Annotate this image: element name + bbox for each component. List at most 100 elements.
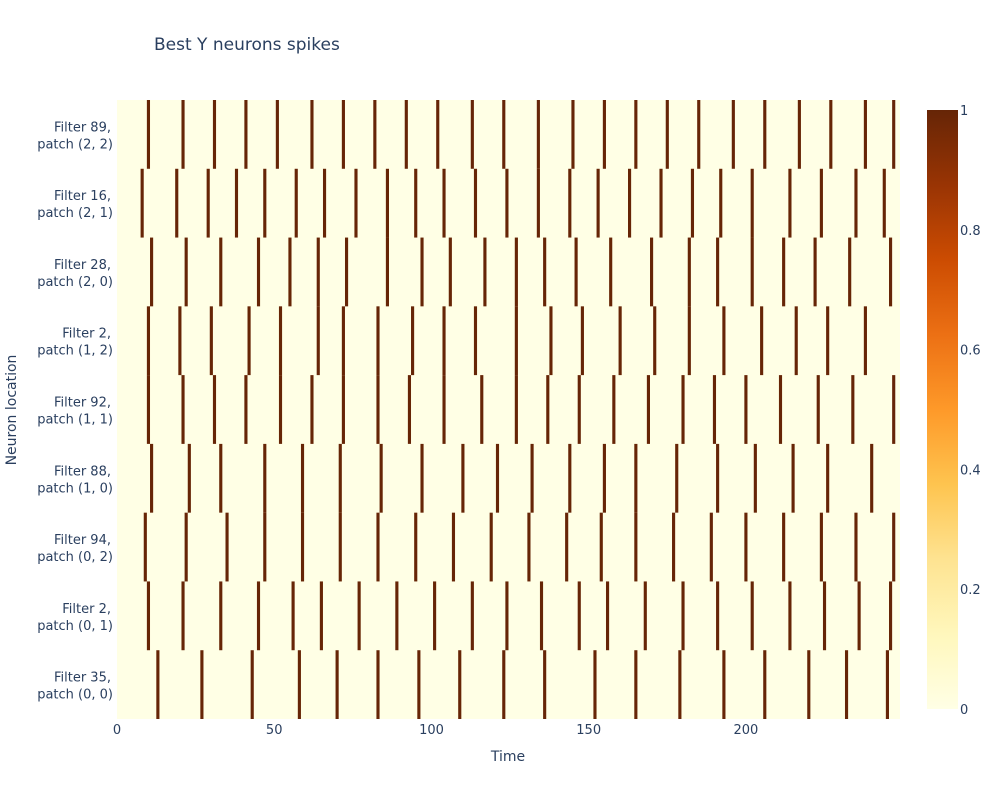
spike-mark xyxy=(480,375,484,444)
spike-mark xyxy=(634,443,638,513)
spike-mark xyxy=(722,306,726,376)
spike-mark xyxy=(753,443,757,513)
spike-mark xyxy=(244,375,248,444)
spike-mark xyxy=(807,650,811,719)
spike-mark xyxy=(256,581,261,651)
spike-mark xyxy=(436,100,440,169)
spike-mark xyxy=(536,100,540,169)
spike-mark xyxy=(543,237,547,307)
spike-mark xyxy=(659,168,663,238)
spike-mark xyxy=(892,512,896,582)
spike-mark xyxy=(690,168,695,238)
spike-mark xyxy=(605,581,610,651)
spike-mark xyxy=(797,100,801,169)
spike-mark xyxy=(574,237,578,307)
spike-mark xyxy=(602,443,606,513)
spike-mark xyxy=(407,375,412,444)
spike-mark xyxy=(219,237,223,307)
spike-mark xyxy=(539,581,544,651)
spike-mark xyxy=(672,512,676,582)
spike-mark xyxy=(275,100,279,169)
spike-mark xyxy=(687,306,691,376)
spike-mark xyxy=(778,375,783,444)
spike-mark xyxy=(341,375,345,444)
x-tick-label: 150 xyxy=(576,723,601,738)
spike-mark xyxy=(822,581,827,651)
y-tick-label: patch (1, 2) xyxy=(37,344,113,359)
spike-mark xyxy=(634,650,638,719)
spike-mark xyxy=(681,581,685,651)
spike-mark xyxy=(316,306,320,376)
spike-mark xyxy=(357,581,361,651)
spike-marks xyxy=(140,100,896,719)
spike-mark xyxy=(319,581,323,651)
spike-mark xyxy=(473,306,478,376)
spike-mark xyxy=(681,375,685,444)
spike-mark xyxy=(665,100,669,169)
spike-mark xyxy=(697,100,701,169)
spike-mark xyxy=(514,375,518,444)
spike-mark xyxy=(414,168,418,238)
y-tick-label: patch (2, 1) xyxy=(37,206,113,221)
spike-mark xyxy=(209,306,213,376)
spike-mark xyxy=(892,100,896,169)
spike-mark xyxy=(885,650,889,719)
colorbar-tick-label: 0.6 xyxy=(960,344,981,359)
spike-mark xyxy=(709,512,713,582)
spike-mark xyxy=(143,512,147,582)
y-tick-label: patch (1, 1) xyxy=(37,413,113,428)
spike-mark xyxy=(316,237,320,307)
spike-mark xyxy=(889,581,893,651)
spike-mark xyxy=(300,512,305,582)
spike-mark xyxy=(549,306,553,376)
y-tick-label: Filter 28, xyxy=(54,258,111,273)
spike-mark xyxy=(341,100,345,169)
spike-mark xyxy=(288,237,292,307)
spike-mark xyxy=(256,237,261,307)
colorbar xyxy=(927,110,958,709)
spike-mark xyxy=(420,443,424,513)
spike-mark xyxy=(495,443,500,513)
colorbar-tick-label: 0.2 xyxy=(960,583,981,598)
spike-mark xyxy=(341,306,345,376)
spike-mark xyxy=(354,168,358,238)
spike-mark xyxy=(206,168,210,238)
spike-mark xyxy=(146,306,151,376)
spike-mark xyxy=(294,168,298,238)
spike-mark xyxy=(489,512,493,582)
spike-mark xyxy=(653,306,657,376)
spike-mark xyxy=(385,168,389,238)
spike-mark xyxy=(543,650,547,719)
spike-mark xyxy=(502,100,506,169)
spike-mark xyxy=(505,581,509,651)
spike-mark xyxy=(826,306,830,376)
spike-mark xyxy=(819,168,823,238)
y-tick-label: Filter 2, xyxy=(62,602,111,617)
spike-mark xyxy=(297,650,301,719)
spike-mark xyxy=(568,443,572,513)
spike-mark xyxy=(150,237,154,307)
spike-mark xyxy=(722,650,726,719)
spike-mark xyxy=(628,168,632,238)
spike-mark xyxy=(634,512,638,582)
spike-mark xyxy=(225,512,229,582)
spike-mark xyxy=(338,443,342,513)
spike-mark xyxy=(794,306,798,376)
spike-mark xyxy=(712,375,717,444)
spike-mark xyxy=(750,237,754,307)
spike-mark xyxy=(234,168,239,238)
colorbar-tick-labels: 0 0.2 0.4 0.6 0.8 1 xyxy=(960,104,981,718)
spike-mark xyxy=(577,581,581,651)
spike-mark xyxy=(175,168,179,238)
spike-mark xyxy=(892,375,896,444)
x-tick-label: 0 xyxy=(113,723,121,738)
spike-mark xyxy=(156,650,160,719)
spike-mark xyxy=(420,237,424,307)
spike-mark xyxy=(200,650,204,719)
spike-mark xyxy=(404,100,408,169)
spike-mark xyxy=(310,100,314,169)
spike-mark xyxy=(442,168,446,238)
spike-mark xyxy=(609,237,613,307)
spike-mark xyxy=(376,375,380,444)
spike-mark xyxy=(187,443,191,513)
